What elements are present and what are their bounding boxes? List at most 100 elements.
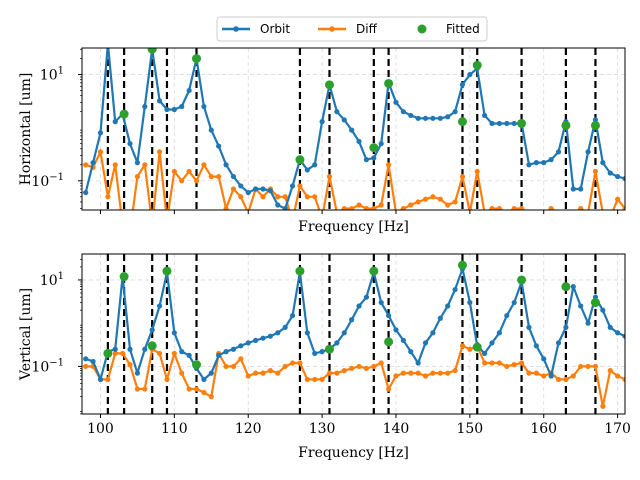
horizontal-orbit-point-63 <box>548 157 554 163</box>
legend-label-fitted: Fitted <box>446 22 480 36</box>
vertical-xtick-label-0: 100 <box>87 421 114 437</box>
vertical-orbit-point-72 <box>615 330 621 336</box>
horizontal-orbit-point-23 <box>253 186 259 192</box>
vertical-orbit-point-24 <box>260 335 266 341</box>
horizontal-fitted-point-9 <box>457 117 467 127</box>
horizontal-diff-point-46 <box>422 196 429 202</box>
vertical-diff-point-66 <box>570 373 576 379</box>
vertical-orbit-point-56 <box>496 330 503 336</box>
horizontal-fitted-point-12 <box>561 120 571 130</box>
horizontal-orbit-point-38 <box>363 157 370 163</box>
vertical-xtick-label-4: 140 <box>383 421 410 437</box>
horizontal-orbit-point-25 <box>267 188 273 194</box>
vertical-orbit-point-52 <box>467 299 473 306</box>
horizontal-diff-point-17 <box>208 173 214 180</box>
horizontal-orbit-point-47 <box>430 115 436 121</box>
horizontal-diff-point-47 <box>430 194 436 200</box>
horizontal-orbit-point-42 <box>393 99 399 105</box>
vertical-fitted-point-7 <box>369 266 379 276</box>
vertical-orbit-point-0 <box>83 356 89 362</box>
horizontal-orbit-point-12 <box>171 106 177 113</box>
vertical-xtick-label-2: 120 <box>235 421 262 437</box>
vertical-diff-point-7 <box>134 386 141 392</box>
vertical-diff-point-30 <box>304 376 310 383</box>
vertical-orbit-point-64 <box>555 340 562 346</box>
horizontal-orbit-point-27 <box>282 205 288 210</box>
horizontal-ylabel: Horizontal [um] <box>18 73 34 186</box>
vertical-series <box>83 260 625 409</box>
horizontal-diff-point-45 <box>415 199 421 205</box>
vertical-diff-point-15 <box>193 386 200 392</box>
horizontal-fitted-point-11 <box>517 118 527 128</box>
vertical-diff-point-44 <box>408 370 414 376</box>
vertical-fitted-point-12 <box>561 282 571 292</box>
vertical-ytick-label-0: 101 <box>40 271 64 289</box>
horizontal-diff-point-58 <box>511 205 517 210</box>
vertical-orbit-point-31 <box>312 350 318 357</box>
vertical-diff-point-35 <box>341 368 347 374</box>
horizontal-diff-point-15 <box>193 178 200 184</box>
vertical-orbit-point-55 <box>489 340 495 346</box>
horizontal-diff-point-55 <box>489 205 495 210</box>
vertical-diff-point-27 <box>282 363 288 370</box>
vertical-diff-point-59 <box>518 360 525 366</box>
vertical-diff-point-70 <box>600 403 606 409</box>
vertical-diff-point-58 <box>511 362 517 368</box>
vertical-orbit-point-73 <box>622 333 625 339</box>
vertical-diff-point-57 <box>504 363 510 370</box>
vertical-diff-point-65 <box>563 376 569 383</box>
vertical-diff-point-40 <box>378 360 384 366</box>
vertical-xlabel: Frequency [Hz] <box>298 445 409 461</box>
horizontal-orbit-point-34 <box>334 109 340 115</box>
vertical-orbit-point-14 <box>186 352 192 358</box>
horizontal-orbit-point-13 <box>179 103 185 110</box>
vertical-orbit-point-6 <box>127 346 133 352</box>
vertical-orbit-point-9 <box>149 327 155 333</box>
horizontal-orbit-point-70 <box>600 159 606 166</box>
horizontal-diff-point-4 <box>112 162 118 168</box>
vertical-diff-point-11 <box>164 376 170 383</box>
vertical-orbit-point-61 <box>533 343 539 349</box>
horizontal-diff-point-0 <box>83 162 89 168</box>
legend-entry-fitted: Fitted <box>417 22 480 36</box>
vertical-orbit-point-20 <box>230 346 237 352</box>
vertical-fitted-point-1 <box>119 272 129 282</box>
horizontal-diff-point-67 <box>578 205 584 210</box>
legend-fitted-marker <box>417 24 427 34</box>
vertical-orbit-point-62 <box>541 356 547 362</box>
vertical-orbit-point-71 <box>607 324 613 330</box>
vertical-axes-frame <box>81 253 626 415</box>
vertical-diff-point-39 <box>371 363 377 370</box>
legend-orbit-marker <box>233 26 239 32</box>
horizontal-fitted-point-2 <box>147 48 157 54</box>
horizontal-diff-point-43 <box>400 205 406 210</box>
horizontal-orbit-point-22 <box>245 189 251 196</box>
vertical-diff-point-49 <box>445 370 451 376</box>
horizontal-orbit-point-72 <box>615 173 621 180</box>
vertical-ylabel: Vertical [um] <box>18 288 34 381</box>
vertical-orbit-point-42 <box>393 327 399 333</box>
horizontal-diff-point-72 <box>615 196 621 202</box>
vertical-orbit-point-65 <box>563 324 569 330</box>
horizontal-orbit-point-45 <box>415 115 421 121</box>
vertical-orbit-point-16 <box>201 376 207 383</box>
horizontal-diff-point-56 <box>496 205 503 210</box>
vertical-xtick-label-7: 170 <box>604 421 631 437</box>
vertical-orbit-point-50 <box>452 286 458 293</box>
horizontal-diff-point-14 <box>186 168 192 175</box>
vertical-orbit-line <box>85 267 625 381</box>
vertical-orbit-point-2 <box>97 376 104 383</box>
vertical-orbit-point-35 <box>341 330 347 336</box>
vertical-ytick-label-1: 10−1 <box>31 357 64 375</box>
vertical-diff-point-69 <box>592 363 599 370</box>
horizontal-orbit-point-7 <box>134 159 141 166</box>
horizontal-orbit-point-67 <box>578 186 584 192</box>
vertical-diff-point-72 <box>615 373 621 379</box>
vertical-fitted-point-4 <box>192 360 202 370</box>
horizontal-ytick-label-0: 101 <box>40 66 64 84</box>
legend-label-orbit: Orbit <box>260 22 290 36</box>
vertical-orbit-point-36 <box>349 317 355 323</box>
vertical-diff-point-4 <box>112 350 118 357</box>
vertical-orbit-point-68 <box>585 320 591 326</box>
vertical-orbit-point-17 <box>208 370 214 376</box>
